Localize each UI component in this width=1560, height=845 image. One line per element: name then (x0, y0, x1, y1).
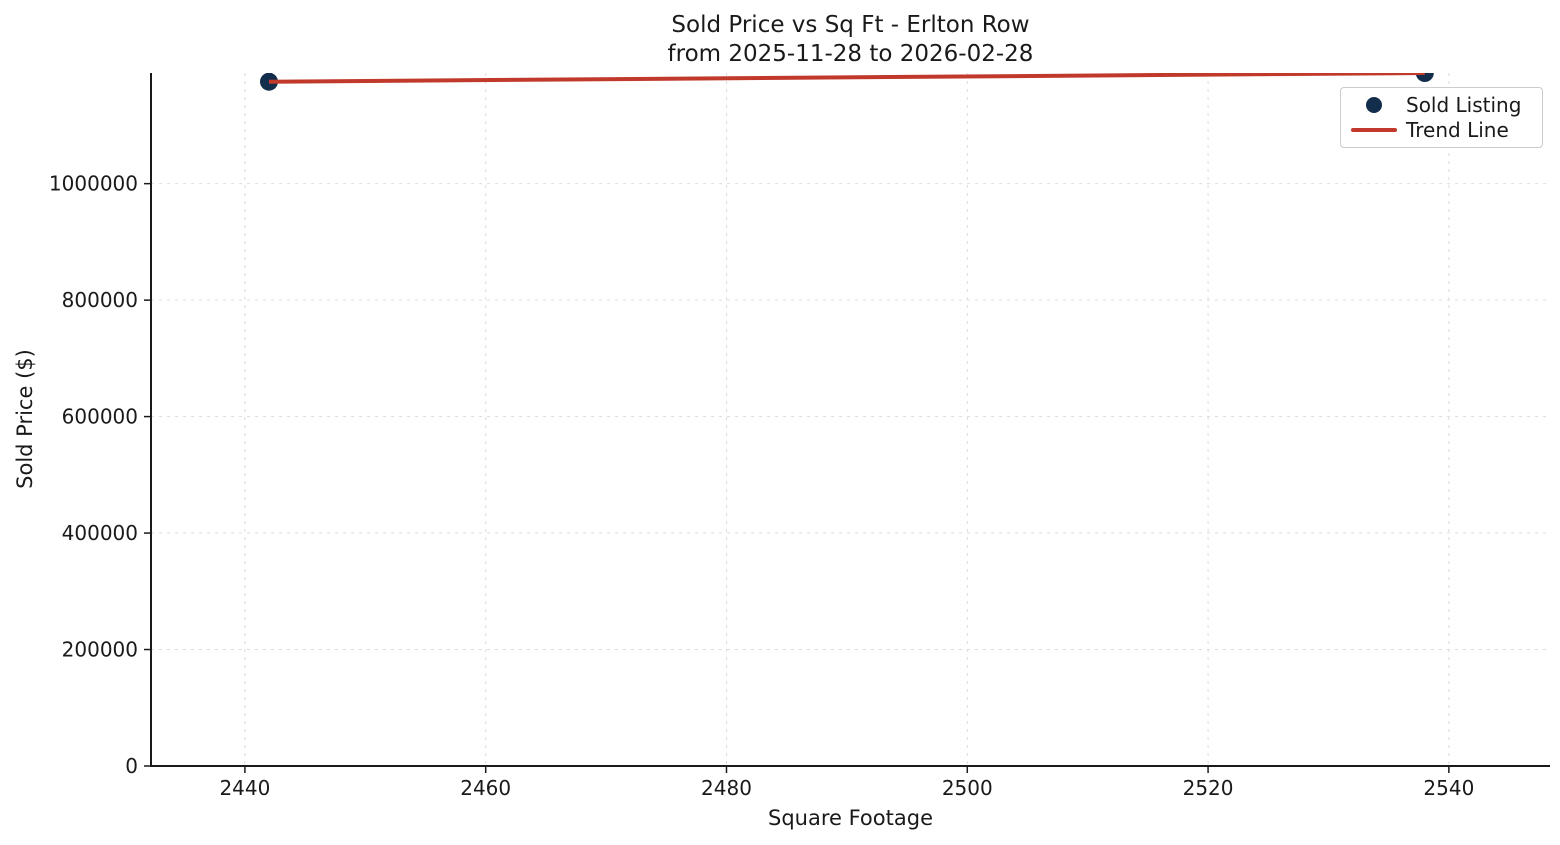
x-tick-label: 2480 (701, 776, 752, 800)
data-point (1415, 73, 1434, 82)
y-tick-label: 0 (125, 754, 138, 778)
x-tick-label: 2440 (219, 776, 270, 800)
y-axis-label: Sold Price ($) (13, 349, 37, 489)
legend-item-sold-listing: Sold Listing (1351, 92, 1532, 118)
sold-listing-dot-icon (1366, 96, 1382, 113)
y-tick-label: 800000 (62, 288, 138, 312)
legend-item-label: Sold Listing (1406, 92, 1522, 117)
x-axis-label: Square Footage (768, 806, 933, 830)
x-tick-label: 2540 (1423, 776, 1474, 800)
x-tick-label: 2520 (1183, 776, 1234, 800)
chart-title-line1: Sold Price vs Sq Ft - Erlton Row (671, 12, 1030, 38)
data-point (259, 73, 278, 91)
chart-title: Sold Price vs Sq Ft - Erlton Row from 20… (151, 11, 1550, 69)
y-tick-label: 600000 (62, 405, 138, 429)
y-tick-label: 200000 (62, 638, 138, 662)
chart-title-line2: from 2025-11-28 to 2026-02-28 (667, 41, 1034, 67)
x-tick-label: 2460 (460, 776, 511, 800)
y-tick-label: 400000 (62, 521, 138, 545)
y-tick-label: 1000000 (49, 172, 138, 196)
legend-item-trend-line: Trend Line (1351, 118, 1532, 144)
trend-line-icon (1351, 128, 1397, 133)
legend-item-label: Trend Line (1406, 118, 1509, 143)
x-tick-label: 2500 (942, 776, 993, 800)
trend-line (268, 73, 1425, 84)
legend: Sold Listing Trend Line (1340, 87, 1543, 148)
